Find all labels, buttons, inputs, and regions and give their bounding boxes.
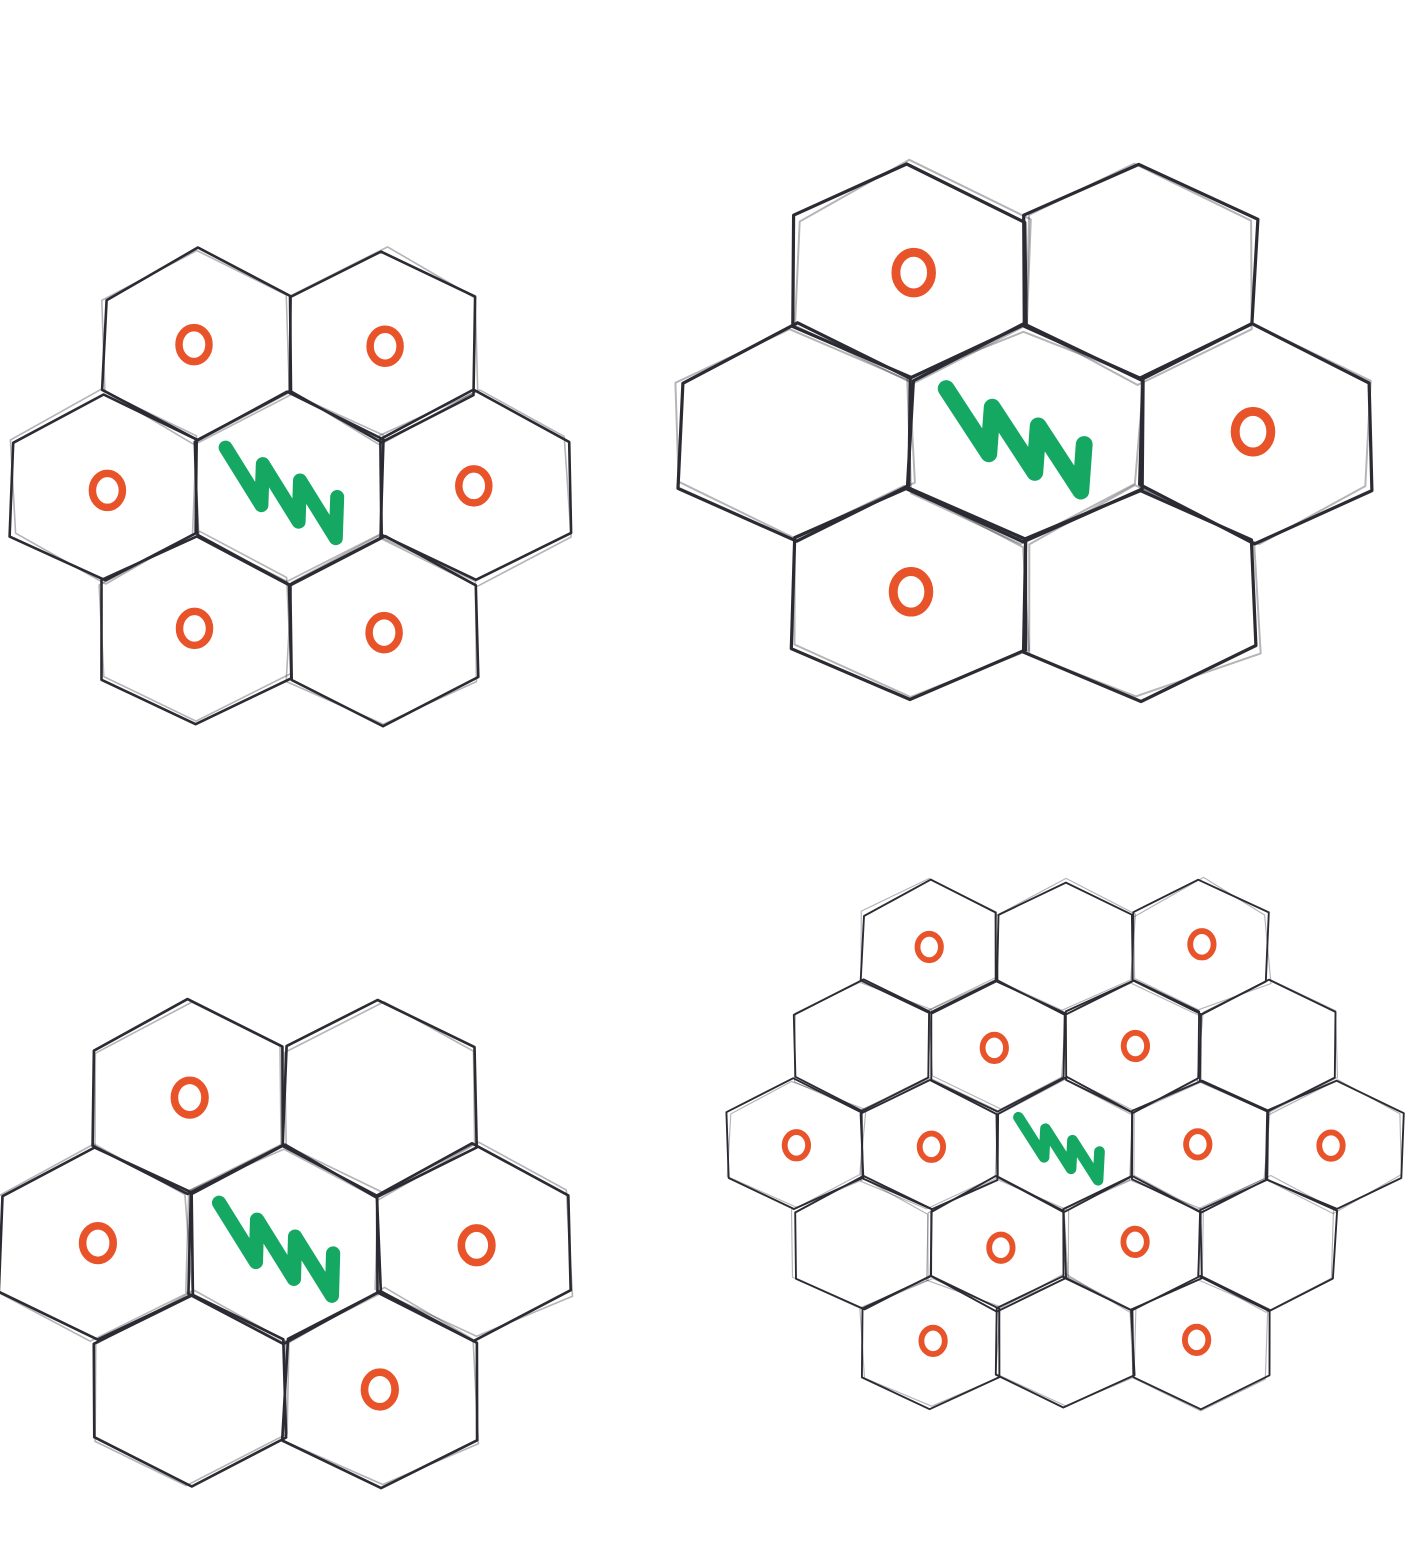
hex-cell-sketch-stroke: [1028, 484, 1262, 698]
hex-cell-outline: [994, 1275, 1136, 1409]
green-zigzag-icon: [937, 380, 1093, 500]
hex-cell: [280, 1286, 480, 1490]
hex-cell-outline: [794, 1174, 933, 1311]
green-zigzag-icon: [1013, 1111, 1105, 1186]
hex-cell: [1021, 484, 1262, 704]
hex-cell-sketch-stroke: [98, 530, 292, 722]
hex-cell-sketch-stroke: [285, 535, 478, 725]
orange-ring-icon: [1187, 928, 1217, 961]
orange-ring-icon: [781, 1129, 812, 1162]
green-zigzag-icon: [211, 1195, 341, 1303]
panel-bottom-right: [725, 876, 1405, 1412]
hex-cell: [378, 388, 573, 587]
orange-ring-icon: [1316, 1129, 1346, 1162]
hex-cell-outline: [1131, 1079, 1269, 1214]
panel-top-right: [674, 158, 1374, 704]
orange-ring-icon: [891, 247, 936, 298]
hex-cell-outline: [280, 1289, 479, 1490]
orange-ring-icon: [916, 1130, 947, 1163]
orange-ring-icon: [88, 469, 127, 512]
orange-ring-icon: [175, 323, 213, 366]
hex-cell-sketch-stroke: [0, 1143, 194, 1343]
orange-ring-icon: [366, 325, 404, 367]
hex-cell-outline: [379, 388, 573, 582]
hex-cell-outline: [1021, 488, 1258, 704]
hex-cell-outline: [289, 534, 480, 728]
orange-ring-icon: [455, 465, 493, 507]
hex-cell-outline: [1131, 1274, 1271, 1411]
hex-cell: [1131, 1274, 1271, 1412]
orange-ring-icon: [1181, 1323, 1212, 1357]
hex-cell: [98, 530, 293, 726]
orange-ring-icon: [1183, 1128, 1213, 1161]
hex-cell: [91, 997, 285, 1196]
hex-cell: [1131, 1079, 1271, 1214]
panel-top-left: [8, 246, 573, 728]
hex-cell: [994, 877, 1137, 1015]
hex-cell-outline: [91, 997, 285, 1196]
hex-cell-outline: [996, 881, 1134, 1015]
orange-ring-icon: [888, 567, 934, 617]
orange-ring-icon: [918, 1324, 948, 1358]
hex-cell-outline: [100, 535, 293, 726]
hex-cell-outline: [860, 1275, 1001, 1411]
orange-ring-icon: [986, 1231, 1016, 1264]
hex-cell: [790, 1174, 933, 1311]
green-zigzag-icon: [218, 440, 345, 546]
hex-cell-outline: [792, 978, 931, 1112]
hex-cell-outline: [676, 321, 912, 543]
hex-cell-sketch-stroke: [1025, 162, 1253, 386]
hex-cell-sketch-stroke: [860, 1076, 999, 1210]
hex-cell: [994, 1272, 1136, 1409]
orange-ring-icon: [170, 1076, 209, 1119]
hex-cell-outline: [92, 1293, 288, 1488]
panel-bottom-left: [0, 997, 574, 1490]
orange-ring-icon: [365, 611, 403, 654]
hex-cell-outline: [1137, 321, 1374, 546]
hex-cell-sketch-stroke: [1133, 1079, 1271, 1210]
hex-cell-sketch-stroke: [9, 388, 198, 585]
orange-ring-icon: [1230, 406, 1276, 457]
hex-cell-outline: [1266, 1079, 1405, 1210]
hex-cell-outline: [0, 1146, 195, 1341]
orange-ring-icon: [1120, 1029, 1151, 1063]
orange-ring-icon: [360, 1368, 399, 1411]
orange-ring-icon: [457, 1224, 496, 1267]
orange-ring-icon: [979, 1031, 1009, 1065]
hex-cell-outline: [930, 979, 1066, 1113]
hex-cell: [0, 1143, 195, 1343]
hex-cell-sketch-stroke: [378, 389, 572, 587]
orange-ring-icon: [1120, 1225, 1150, 1259]
hex-cell: [1137, 321, 1374, 546]
hex-cell: [1266, 1079, 1405, 1215]
orange-ring-icon: [175, 607, 214, 650]
orange-ring-icon: [78, 1221, 118, 1265]
hex-cell-sketch-stroke: [994, 877, 1137, 1011]
orange-ring-icon: [914, 930, 944, 964]
hex-cell: [285, 534, 480, 728]
